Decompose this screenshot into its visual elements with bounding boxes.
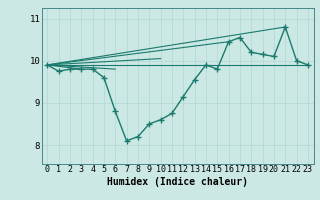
X-axis label: Humidex (Indice chaleur): Humidex (Indice chaleur) [107,177,248,187]
